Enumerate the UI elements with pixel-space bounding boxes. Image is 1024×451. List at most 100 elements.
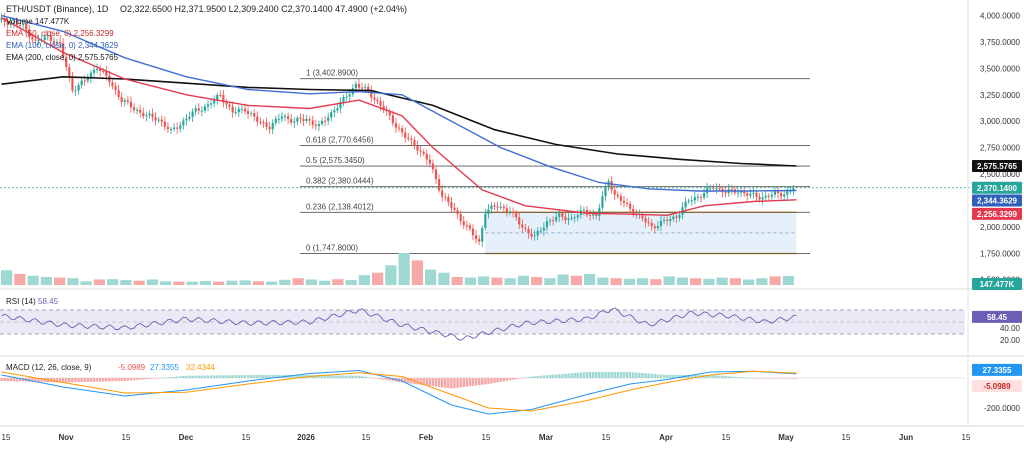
macd-histogram-bar: [363, 376, 367, 378]
candle-body: [222, 95, 225, 103]
macd-histogram-bar: [58, 378, 62, 383]
candle-body: [120, 97, 123, 102]
candle-body: [89, 72, 92, 79]
candle-body: [613, 190, 616, 195]
candle-body: [776, 191, 780, 194]
candle-body: [780, 193, 783, 197]
candle-body: [43, 36, 46, 40]
candle-body: [354, 83, 357, 89]
candle-body: [709, 187, 712, 189]
price-tick-label: 3,500.0000: [980, 64, 1021, 73]
macd-histogram-bar: [767, 378, 771, 379]
macd-histogram-bar: [203, 375, 207, 378]
candle-body: [83, 80, 86, 82]
candle-body: [533, 235, 536, 237]
volume-bar: [650, 279, 662, 285]
candle-body: [274, 118, 277, 123]
candle-body: [394, 123, 398, 128]
candle-body: [388, 111, 391, 116]
macd-histogram-bar: [527, 377, 530, 378]
candle-body: [18, 25, 22, 27]
candle-body: [95, 68, 99, 70]
macd-histogram-bar: [422, 378, 425, 386]
volume-bar: [464, 277, 476, 285]
volume-bar: [716, 277, 728, 285]
candle-body: [280, 116, 284, 119]
candle-body: [431, 163, 435, 170]
volume-bar: [385, 265, 397, 285]
volume-bar: [133, 280, 145, 285]
macd-histogram-bar: [209, 375, 213, 378]
macd-histogram-bar: [249, 375, 253, 378]
macd-histogram-bar: [724, 376, 727, 378]
candle-body: [102, 70, 105, 72]
macd-histogram-bar: [749, 377, 752, 379]
candle-body: [518, 217, 521, 225]
volume-bar: [372, 272, 384, 285]
macd-histogram-bar: [296, 375, 299, 378]
macd-histogram-bar: [782, 378, 786, 379]
candle-body: [487, 209, 490, 214]
candle-body: [478, 239, 481, 242]
macd-histogram-bar: [71, 378, 74, 383]
macd-histogram-bar: [712, 375, 715, 378]
time-tick-label: 2026: [297, 433, 315, 442]
macd-histogram-bar: [635, 372, 638, 378]
candle-body: [126, 100, 129, 102]
macd-histogram-bar: [31, 378, 34, 382]
close-price-tag: 2,370.1400: [977, 184, 1018, 193]
candle-body: [228, 104, 231, 107]
candle-body: [576, 215, 579, 218]
macd-histogram-bar: [339, 375, 342, 378]
volume-bar: [226, 280, 238, 285]
candle-body: [632, 208, 635, 215]
legend-ema50: EMA (50, close, 0) 2,256.3299: [6, 29, 114, 38]
volume-bar: [27, 275, 39, 285]
volume-bar: [266, 281, 278, 285]
candle-body: [37, 40, 40, 42]
ema50-line: [1, 17, 797, 217]
macd-histogram-bar: [619, 372, 623, 378]
volume-bar: [305, 279, 317, 285]
macd-histogram-bar: [653, 374, 657, 378]
macd-histogram-bar: [145, 378, 148, 380]
candle-body: [502, 206, 505, 209]
candle-body: [644, 218, 647, 223]
candle-body: [173, 127, 176, 129]
legend-volume: Volume 147.477K: [6, 17, 70, 26]
candle-body: [456, 210, 459, 214]
candle-body: [589, 214, 592, 216]
candle-body: [34, 39, 37, 41]
macd-histogram-bar: [388, 378, 392, 381]
macd-histogram-bar: [391, 378, 395, 382]
ema50-price-tag: 2,256.3299: [977, 210, 1018, 219]
volume-bar: [531, 277, 543, 285]
candle-body: [31, 37, 34, 40]
candle-body: [548, 220, 552, 222]
candle-body: [209, 103, 213, 105]
candle-body: [327, 117, 330, 121]
candle-body: [582, 209, 586, 211]
macd-histogram-bar: [786, 378, 789, 379]
volume-bar: [398, 253, 410, 285]
candle-body: [357, 83, 361, 88]
macd-histogram-bar: [496, 378, 499, 383]
macd-histogram-bar: [662, 374, 666, 378]
macd-histogram-bar: [598, 372, 601, 378]
macd-histogram-bar: [672, 375, 675, 378]
candle-body: [675, 216, 678, 218]
macd-value-tag: 27.3355: [983, 366, 1012, 375]
candle-body: [123, 100, 126, 102]
ema200-price-tag: 2,575.5765: [977, 162, 1018, 171]
candle-body: [154, 117, 157, 121]
macd-histogram-bar: [521, 378, 524, 379]
volume-bar: [491, 277, 503, 285]
macd-histogram-bar: [333, 375, 336, 378]
macd-histogram-bar: [687, 375, 690, 378]
candle-body: [739, 191, 743, 193]
time-tick-label: 15: [362, 433, 371, 442]
macd-histogram-bar: [567, 373, 570, 378]
volume-bar: [451, 277, 463, 285]
macd-histogram-bar: [166, 377, 170, 378]
